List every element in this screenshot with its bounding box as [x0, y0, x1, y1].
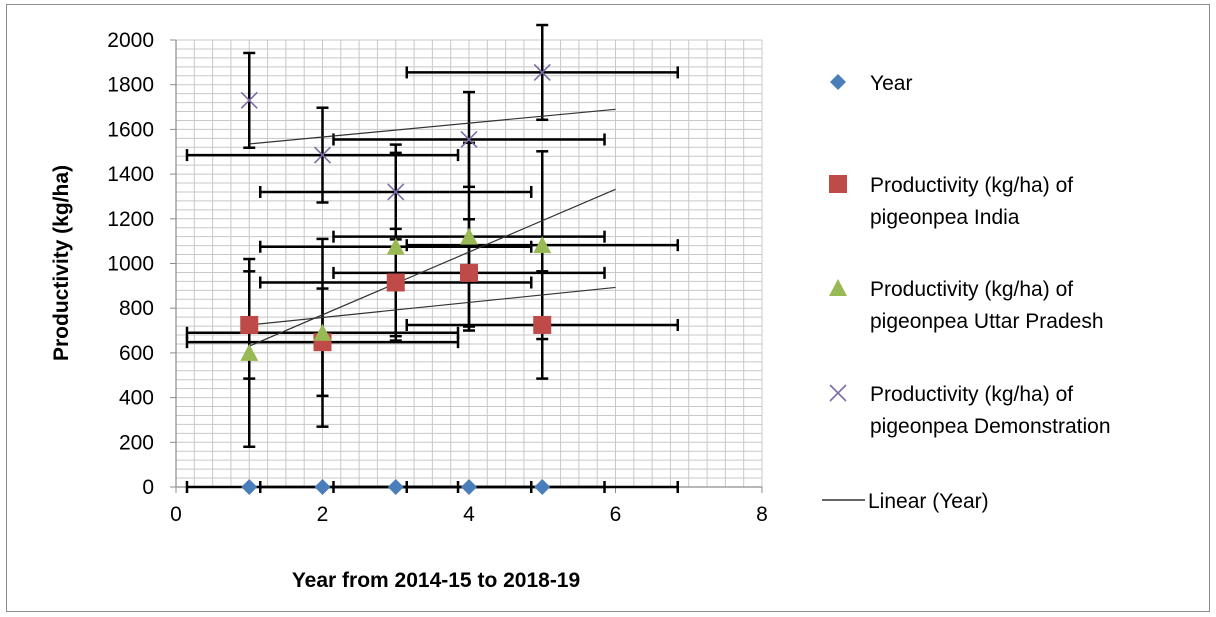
legend-label: Productivity (kg/ha) of pigeonpea India: [870, 174, 1073, 229]
legend-marker: [829, 279, 847, 296]
x-marker-stroke: [460, 130, 478, 149]
legend-item: Linear (Year): [822, 490, 989, 513]
data-point-series-2: [533, 236, 552, 254]
x-axis-title: Year from 2014-15 to 2018-19: [292, 569, 580, 592]
trendline: [249, 286, 616, 326]
marker-layer: [240, 63, 552, 495]
trend-layer: [249, 108, 616, 347]
x-marker-stroke: [387, 183, 405, 201]
y-tick-label: 0: [142, 476, 154, 499]
y-tick-label: 1400: [107, 163, 154, 186]
trendline: [249, 108, 616, 145]
legend-item: Productivity (kg/ha) of pigeonpea Demonst…: [829, 383, 1111, 438]
data-point-series-2: [386, 237, 405, 255]
y-tick-label: 400: [119, 387, 154, 410]
legend-item: Year: [830, 72, 912, 95]
y-tick-label: 800: [119, 297, 154, 320]
legend-label-line: Productivity (kg/ha) of: [870, 278, 1073, 301]
x-tick-label: 4: [463, 503, 475, 526]
x-tick-label: 6: [610, 503, 622, 526]
y-tick-label: 200: [119, 431, 154, 454]
data-point-series-0: [314, 479, 331, 495]
legend-label-line: pigeonpea Demonstration: [870, 415, 1111, 438]
x-marker-stroke: [533, 63, 551, 81]
data-point-series-0: [241, 479, 258, 495]
legend-label-line: Year: [870, 72, 912, 95]
legend-label-line: pigeonpea Uttar Pradesh: [870, 310, 1104, 333]
x-marker-stroke: [240, 91, 258, 109]
x-marker-stroke: [313, 146, 332, 164]
data-point-series-0: [461, 479, 477, 495]
data-point-series-3: [240, 91, 258, 109]
legend-label: Year: [870, 72, 912, 95]
legend-label: Linear (Year): [868, 490, 989, 513]
data-point-series-0: [534, 479, 551, 495]
y-tick-label: 1600: [107, 118, 154, 141]
data-point-series-3: [387, 183, 405, 201]
legend-label-line: Productivity (kg/ha) of: [870, 383, 1073, 406]
y-tick-label: 600: [119, 342, 154, 365]
data-point-series-0: [387, 479, 404, 495]
data-point-series-1: [533, 315, 552, 334]
trendline: [249, 188, 616, 347]
data-point-series-3: [460, 130, 478, 149]
legend-label-line: pigeonpea India: [870, 206, 1020, 229]
y-tick-label: 1200: [107, 208, 154, 231]
y-axis-title: Productivity (kg/ha): [50, 165, 73, 361]
y-tick-label: 1800: [107, 74, 154, 97]
data-point-series-3: [533, 63, 551, 81]
data-point-series-2: [313, 323, 332, 341]
axis-layer: 0 200 400 600 800 1000 1200 1400 1600 1800 2000 0 2 4…: [107, 29, 768, 526]
data-point-series-1: [460, 263, 478, 282]
legend-label-line: Linear (Year): [868, 490, 989, 513]
x-tick-label: 2: [317, 503, 329, 526]
data-point-series-1: [240, 315, 259, 334]
legend-item: Productivity (kg/ha) of pigeonpea India: [829, 174, 1073, 229]
x-tick-label: 8: [756, 503, 768, 526]
legend-label: Productivity (kg/ha) of pigeonpea Demonst…: [870, 383, 1111, 438]
x-tick-label: 0: [170, 503, 182, 526]
x-marker-stroke: [829, 384, 847, 402]
legend-marker: [829, 384, 847, 402]
data-point-series-3: [313, 146, 332, 164]
legend-marker: [829, 175, 847, 193]
legend-layer: Year Productivity (kg/ha) of pigeonpea Ind…: [822, 72, 1111, 513]
legend-item: Productivity (kg/ha) of pigeonpea Uttar P…: [829, 278, 1104, 333]
data-point-series-1: [386, 273, 405, 292]
data-point-series-2: [240, 343, 259, 361]
y-tick-label: 1000: [107, 253, 154, 276]
legend-marker: [830, 74, 846, 90]
y-tick-label: 2000: [107, 29, 154, 52]
data-point-series-2: [460, 227, 478, 245]
legend-label: Productivity (kg/ha) of pigeonpea Uttar P…: [870, 278, 1104, 333]
legend-label-line: Productivity (kg/ha) of: [870, 174, 1073, 197]
